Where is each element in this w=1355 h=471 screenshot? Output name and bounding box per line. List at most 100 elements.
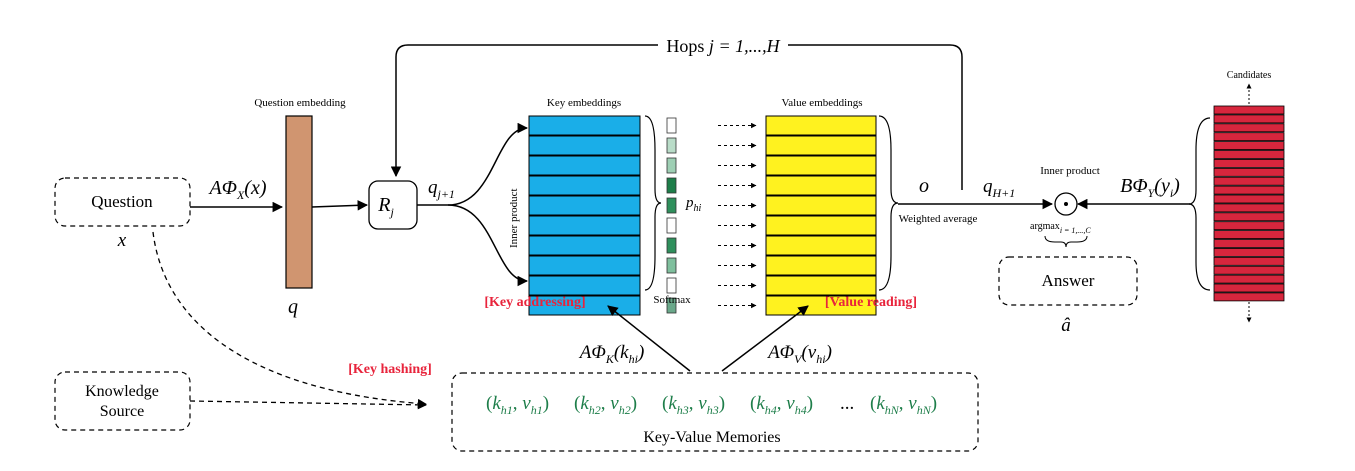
a-phi-x-label: AΦX(x) <box>208 177 267 202</box>
candidate-row <box>1213 292 1285 302</box>
candidate-row <box>1213 141 1285 151</box>
r-j-label: Rj <box>377 194 394 219</box>
knowledge-source-node: Knowledge Source <box>54 371 191 431</box>
value-embeddings-title: Value embeddings <box>782 97 863 109</box>
candidate-row <box>1213 256 1285 266</box>
inner-product-vertical: Inner product <box>508 188 520 248</box>
softmax-cell <box>666 297 677 314</box>
key-embedding-row <box>528 195 641 216</box>
value-embedding-row <box>765 215 877 236</box>
question-label: Question <box>91 192 153 211</box>
q-h1-label: qH+1 <box>983 176 1015 200</box>
candidate-row <box>1213 212 1285 222</box>
question-embedding-var: q <box>288 296 298 318</box>
argmax-brace <box>1044 235 1088 248</box>
key-embeddings <box>528 115 641 316</box>
candidate-row <box>1213 132 1285 142</box>
value-embedding-row <box>765 175 877 196</box>
value-embedding-row <box>765 295 877 316</box>
key-addressing-label: [Key addressing] <box>484 295 585 310</box>
o-label: o <box>919 175 929 197</box>
question-to-memories-dashed <box>152 231 427 408</box>
softmax-cell <box>666 237 677 254</box>
key-value-memories-label: Key-Value Memories <box>643 429 780 446</box>
key-embedding-row <box>528 135 641 156</box>
candidate-row <box>1213 239 1285 248</box>
candidate-row <box>1213 203 1285 213</box>
answer-label: Answer <box>1042 271 1095 290</box>
candidate-row <box>1213 158 1285 168</box>
softmax-cell <box>666 117 677 134</box>
value-embeddings <box>765 115 877 316</box>
value-embedding-row <box>765 235 877 256</box>
candidate-row <box>1213 105 1285 115</box>
hops-label: Hops j = 1,...,H <box>666 36 780 56</box>
value-embedding-row <box>765 115 877 136</box>
candidate-row <box>1213 123 1285 133</box>
candidates-brace <box>1188 117 1211 291</box>
candidate-row <box>1213 283 1285 293</box>
softmax-column <box>666 117 677 314</box>
candidate-row <box>1213 167 1285 177</box>
candidate-row <box>1213 265 1285 275</box>
knowledge-source-line1: Knowledge <box>85 383 159 400</box>
knowledge-source-box <box>54 371 191 431</box>
a-phi-k-label: AΦK(khi) <box>578 342 645 366</box>
key-embedding-row <box>528 255 641 276</box>
knowledge-to-memories-dashed <box>189 400 427 410</box>
value-embedding-row <box>765 155 877 176</box>
candidate-row <box>1213 230 1285 240</box>
weighted-average-label: Weighted average <box>899 213 978 225</box>
memory-pair-last: (khN, vhN) <box>870 393 937 417</box>
question-var: x <box>117 230 127 251</box>
memory-pair: (kh3, vh3) <box>662 393 725 417</box>
memory-ellipsis: ... <box>840 393 854 414</box>
softmax-cell <box>666 137 677 154</box>
answer-var: â <box>1061 315 1071 336</box>
softmax-cell <box>666 277 677 294</box>
question-box <box>54 177 191 227</box>
knowledge-source-line2: Source <box>100 403 144 420</box>
softmax-cell <box>666 157 677 174</box>
question-node: Question x <box>54 177 191 251</box>
question-embedding-bar <box>285 115 313 289</box>
softmax-cell <box>666 257 677 274</box>
key-embedding-row <box>528 155 641 176</box>
hops-loop: Hops j = 1,...,H <box>390 36 963 190</box>
key-hashing-label: [Key hashing] <box>348 362 432 377</box>
candidate-row <box>1213 221 1285 231</box>
key-embedding-row <box>528 215 641 236</box>
memories-to-key-arrow <box>607 305 691 372</box>
key-value-memories-box <box>451 372 979 452</box>
candidate-row <box>1213 176 1285 186</box>
memory-pair: (kh2, vh2) <box>574 393 637 417</box>
candidate-row <box>1213 114 1285 124</box>
softmax-label: Softmax <box>653 294 691 306</box>
embedding-to-r-arrow <box>311 200 369 211</box>
value-brace <box>878 115 899 291</box>
softmax-cell <box>666 197 677 214</box>
branch-down-arrow <box>447 204 529 287</box>
argmax-label: argmaxi = 1,...,C <box>1030 221 1091 235</box>
candidate-row <box>1213 150 1285 159</box>
value-dashed-arrows <box>718 122 757 309</box>
memory-pair: (kh1, vh1) <box>486 393 549 417</box>
candidate-row <box>1213 185 1285 195</box>
key-embedding-row <box>528 175 641 196</box>
key-brace <box>644 115 662 291</box>
a-phi-v-label: AΦV(vhi) <box>766 342 832 366</box>
inner-product-label: Inner product <box>1040 165 1100 177</box>
question-embedding-title: Question embedding <box>254 97 346 109</box>
branch-up-arrow <box>447 122 529 206</box>
candidate-row <box>1213 274 1285 284</box>
softmax-cell <box>666 217 677 234</box>
candidate-row <box>1213 247 1285 257</box>
key-embedding-row <box>528 115 641 136</box>
candidates-stack <box>1213 105 1285 302</box>
candidates-title: Candidates <box>1227 70 1272 81</box>
key-embedding-row <box>528 235 641 256</box>
b-phi-y-label: BΦY(yi) <box>1120 175 1180 200</box>
value-reading-label: [Value reading] <box>825 295 917 310</box>
key-embedding-row <box>528 275 641 296</box>
